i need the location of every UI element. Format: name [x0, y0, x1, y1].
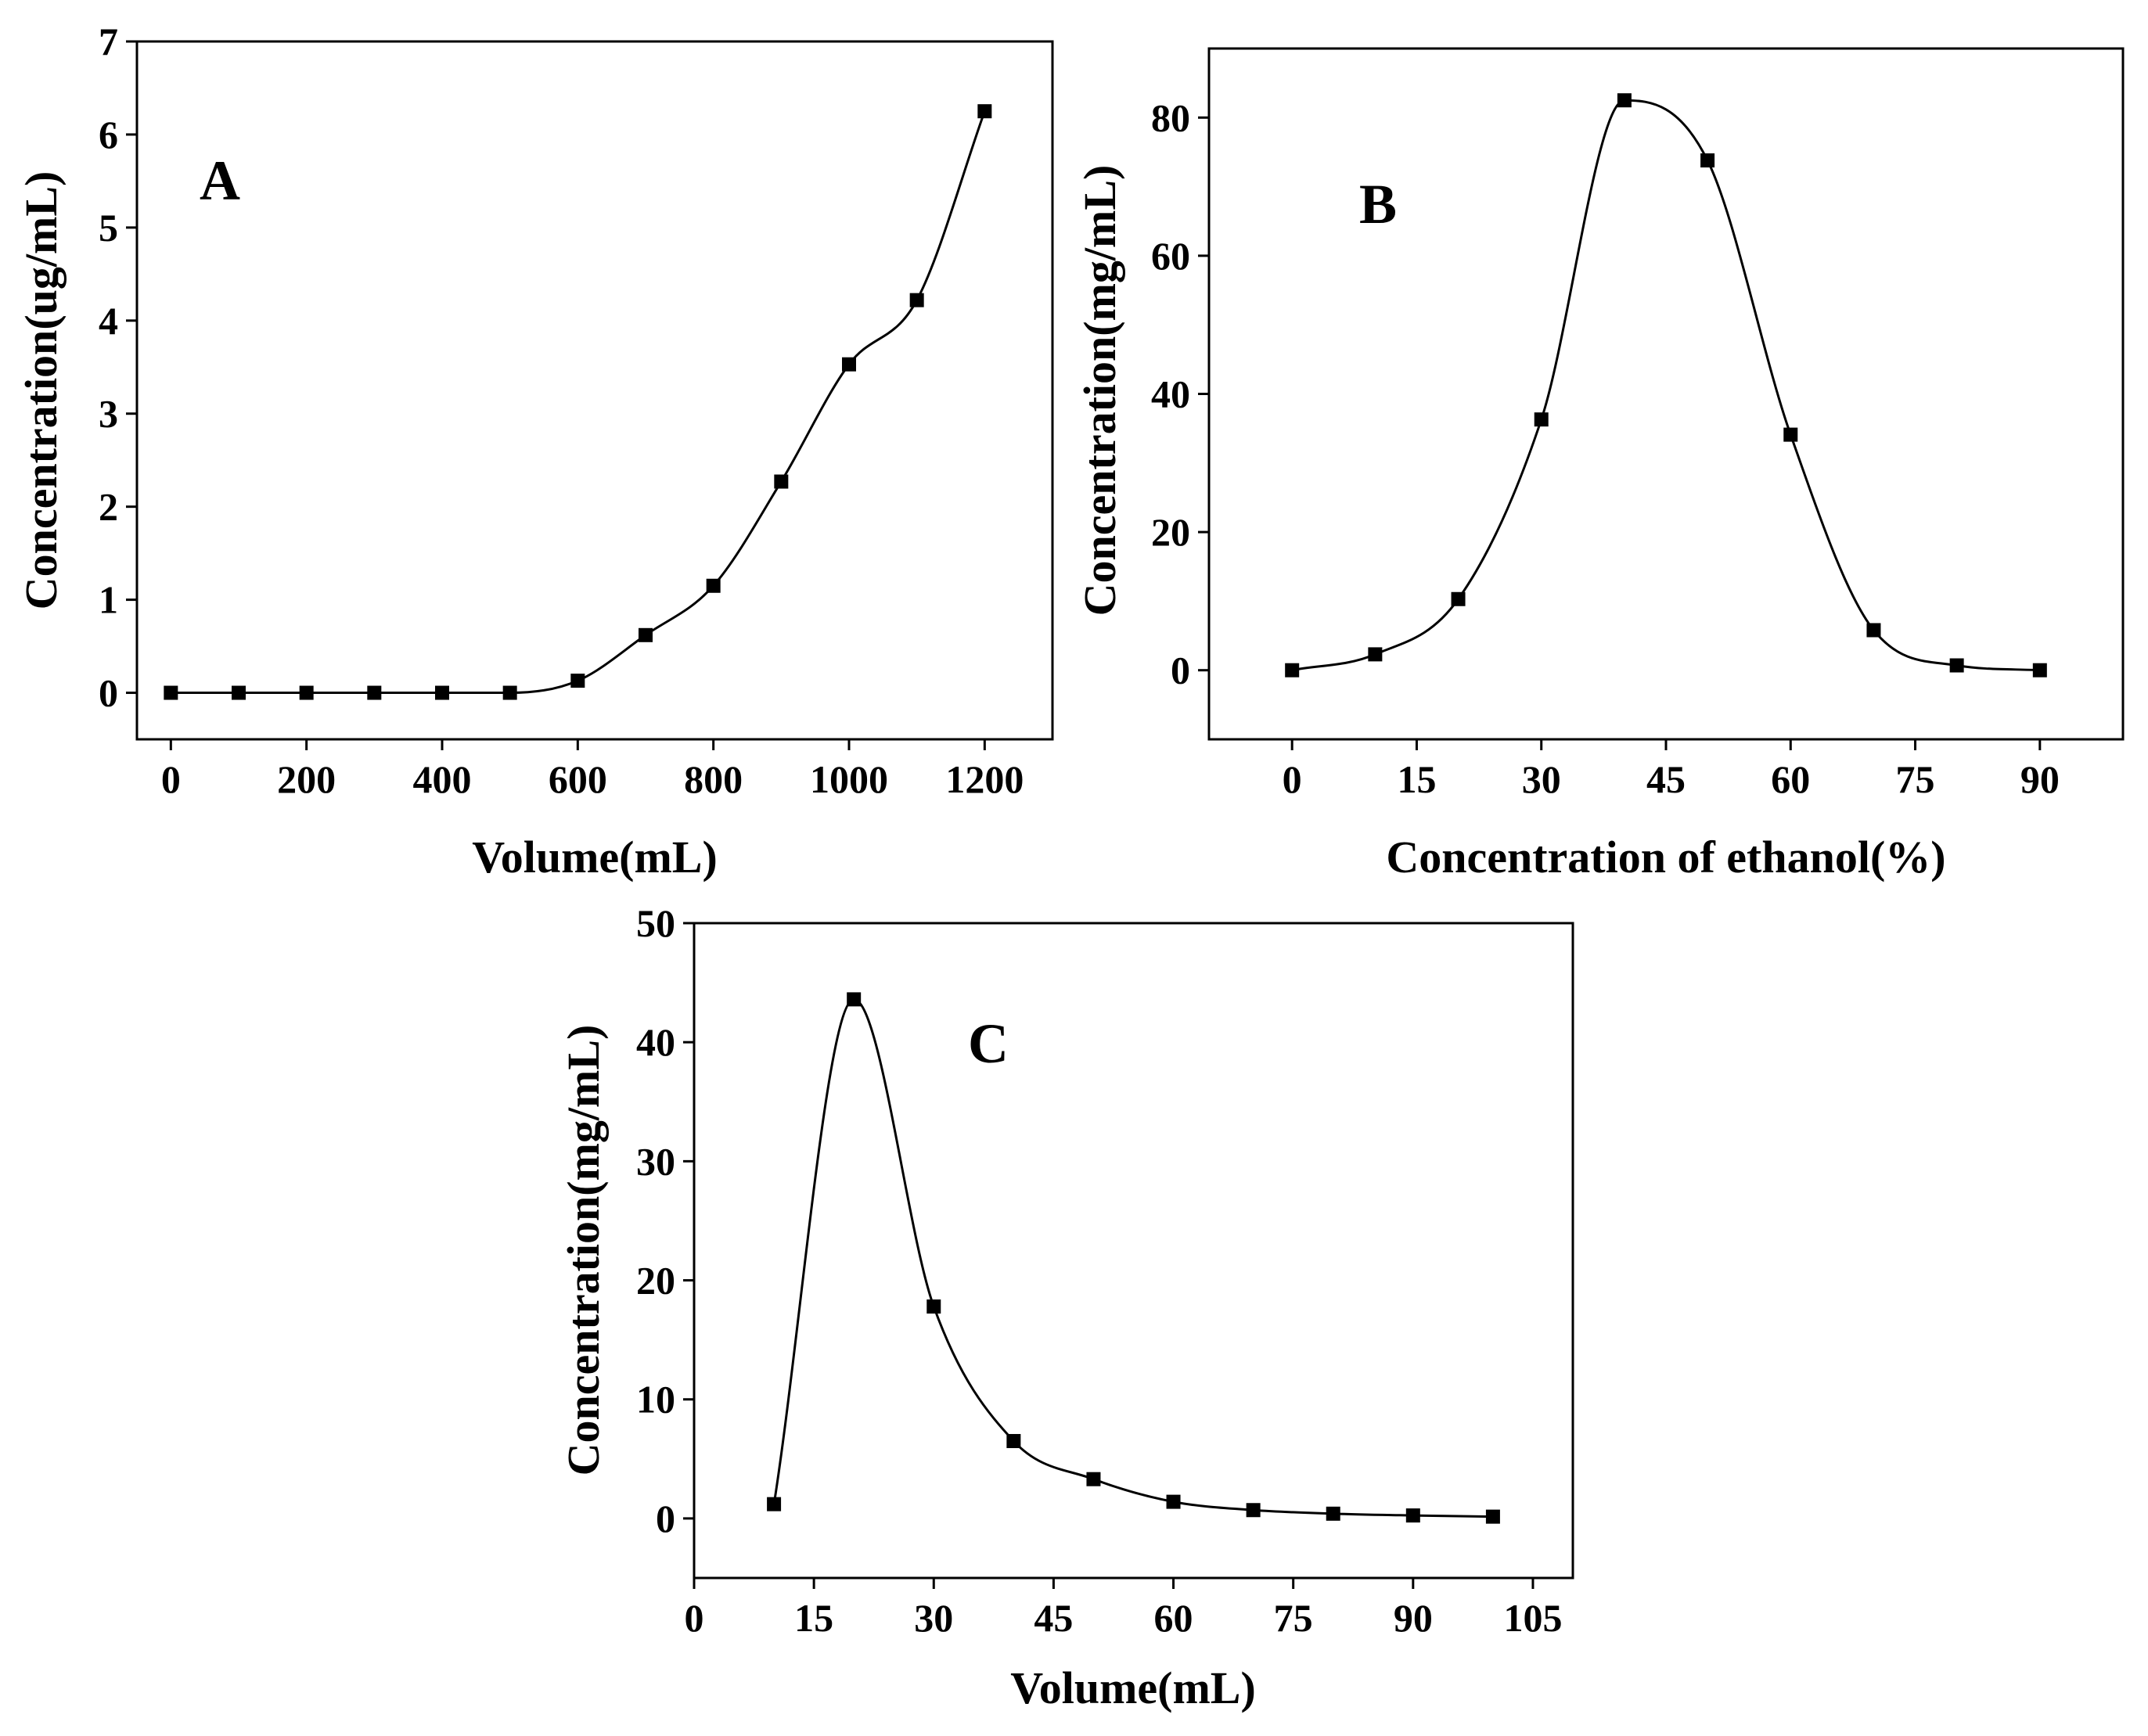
panel-a-data-point — [706, 578, 721, 593]
panel-c-x-tick-label: 15 — [794, 1596, 833, 1640]
panel-a-y-tick-label: 4 — [99, 299, 118, 343]
panel-a-x-tick-label: 200 — [277, 757, 336, 801]
panel-a-y-tick-label: 6 — [99, 113, 118, 156]
panel-a-y-axis-title: Concentration(ug/mL) — [16, 171, 67, 610]
panel-b-data-point — [1617, 93, 1632, 108]
panel-b-y-tick-label: 80 — [1151, 95, 1190, 139]
panel-a-data-point — [977, 104, 992, 119]
panel-a-data-point — [232, 685, 246, 700]
panel-c-y-tick-label: 30 — [636, 1139, 675, 1183]
panel-a-marks: 0 200 400 600 800 1000 1200 0 1 2 3 4 5 6 7 — [99, 20, 1024, 801]
panel-a-data-point — [639, 627, 653, 642]
panel-b-data-point — [1451, 591, 1466, 606]
panel-a-y-tick-label: 5 — [99, 206, 118, 250]
panel-b-letter: B — [1359, 173, 1397, 235]
panel-c-data-point — [1405, 1508, 1420, 1523]
panel-c-x-tick-label: 105 — [1503, 1596, 1562, 1640]
panel-a-x-tick-label: 1200 — [945, 757, 1024, 801]
panel-c-data-point — [1326, 1506, 1340, 1521]
panel-b-data-point — [1783, 427, 1798, 442]
panel-b-y-tick-label: 40 — [1151, 372, 1190, 416]
panel-a-data-point — [299, 685, 314, 700]
panel-a-x-tick-label: 0 — [161, 757, 181, 801]
panel-b: 0 15 30 45 60 75 90 0 20 40 60 80 B Concentration o… — [1074, 47, 2125, 882]
panel-b-data-point — [1700, 153, 1715, 168]
panel-a-data-point — [367, 685, 382, 700]
panel-b-y-tick-label: 20 — [1151, 510, 1190, 554]
panel-a-data-point — [842, 357, 856, 372]
panel-b-marks: 0 15 30 45 60 75 90 0 20 40 60 80 — [1151, 93, 2060, 801]
panel-b-x-tick-label: 0 — [1283, 757, 1302, 801]
panel-b-data-point — [1534, 412, 1549, 427]
panel-b-data-point — [1866, 623, 1881, 638]
panel-c-x-axis-title: Volume(mL) — [1010, 1662, 1256, 1713]
panel-c-data-point — [1006, 1433, 1021, 1448]
panel-c-y-axis-title: Concentration(mg/mL) — [558, 1025, 609, 1476]
panel-a-data-point — [164, 685, 178, 700]
panel-c-data-point — [1246, 1503, 1261, 1518]
panel-c-data-point — [1485, 1509, 1500, 1524]
panel-b-x-tick-label: 30 — [1522, 757, 1561, 801]
panel-a-x-axis-title: Volume(mL) — [472, 832, 718, 882]
panel-c-x-tick-label: 45 — [1034, 1596, 1073, 1640]
panel-c-marks: 0 15 30 45 60 75 90 105 0 10 20 30 40 50 — [636, 901, 1562, 1640]
panel-c-y-tick-label: 10 — [636, 1378, 675, 1422]
panel-a-x-tick-label: 800 — [684, 757, 743, 801]
panel-c-letter: C — [968, 1012, 1009, 1075]
panel-b-series-line — [1291, 99, 2040, 672]
panel-a-y-tick-label: 3 — [99, 392, 118, 436]
panel-c-x-tick-label: 0 — [685, 1596, 704, 1640]
panel-a-series-line — [171, 110, 986, 695]
panel-a-plot-frame — [135, 40, 1054, 741]
panel-b-data-point — [1949, 658, 1964, 673]
panel-c-y-tick-label: 50 — [636, 901, 675, 945]
panel-c-y-tick-label: 20 — [636, 1259, 675, 1303]
panel-a-x-tick-label: 600 — [549, 757, 607, 801]
panel-b-x-tick-label: 60 — [1771, 757, 1810, 801]
panel-b-data-point — [2032, 663, 2047, 678]
panel-a-data-point — [909, 293, 924, 307]
panel-a-data-point — [435, 685, 449, 700]
panel-a-y-tick-label: 0 — [99, 671, 118, 715]
panel-c-x-tick-label: 90 — [1394, 1596, 1433, 1640]
panel-c-x-tick-label: 75 — [1274, 1596, 1313, 1640]
panel-c-x-tick-label: 30 — [914, 1596, 953, 1640]
panel-b-y-axis-title: Concentration(mg/mL) — [1074, 165, 1125, 616]
panel-c-data-point — [926, 1299, 941, 1314]
panel-c-series-line — [772, 997, 1493, 1519]
panel-a-y-tick-label: 7 — [99, 20, 118, 63]
panel-c-data-point — [1166, 1494, 1181, 1509]
panel-a-x-tick-label: 1000 — [810, 757, 888, 801]
panel-c-data-point — [847, 992, 862, 1007]
panel-b-plot-frame — [1207, 47, 2125, 741]
panel-a-data-point — [570, 674, 585, 688]
panel-a-y-tick-label: 1 — [99, 578, 118, 622]
panel-b-x-tick-label: 75 — [1896, 757, 1935, 801]
panel-a-y-tick-label: 2 — [99, 485, 118, 529]
panel-c-y-tick-label: 40 — [636, 1020, 675, 1064]
panel-b-x-tick-label: 45 — [1646, 757, 1686, 801]
panel-a-letter: A — [200, 149, 240, 212]
panel-b-y-tick-label: 60 — [1151, 234, 1190, 278]
panel-c-data-point — [767, 1497, 782, 1511]
panel-b-x-axis-title: Concentration of ethanol(%) — [1386, 832, 1945, 882]
panel-b-y-tick-label: 0 — [1171, 649, 1190, 692]
panel-b-data-point — [1368, 647, 1383, 662]
panel-c: 0 15 30 45 60 75 90 105 0 10 20 30 40 50 C Volume(mL)… — [558, 901, 1574, 1713]
panel-a-data-point — [774, 474, 789, 489]
panel-b-x-tick-label: 90 — [2020, 757, 2060, 801]
panel-c-y-tick-label: 0 — [656, 1497, 675, 1540]
panel-c-x-tick-label: 60 — [1154, 1596, 1193, 1640]
panel-a-x-tick-label: 400 — [413, 757, 472, 801]
panel-a-data-point — [502, 685, 517, 700]
panel-c-plot-frame — [693, 922, 1574, 1580]
panel-b-data-point — [1285, 663, 1300, 678]
panel-c-data-point — [1086, 1472, 1101, 1486]
panel-a: 0 200 400 600 800 1000 1200 0 1 2 3 4 5 6 7 A Volume(m… — [16, 20, 1054, 882]
panel-b-x-tick-label: 15 — [1397, 757, 1436, 801]
